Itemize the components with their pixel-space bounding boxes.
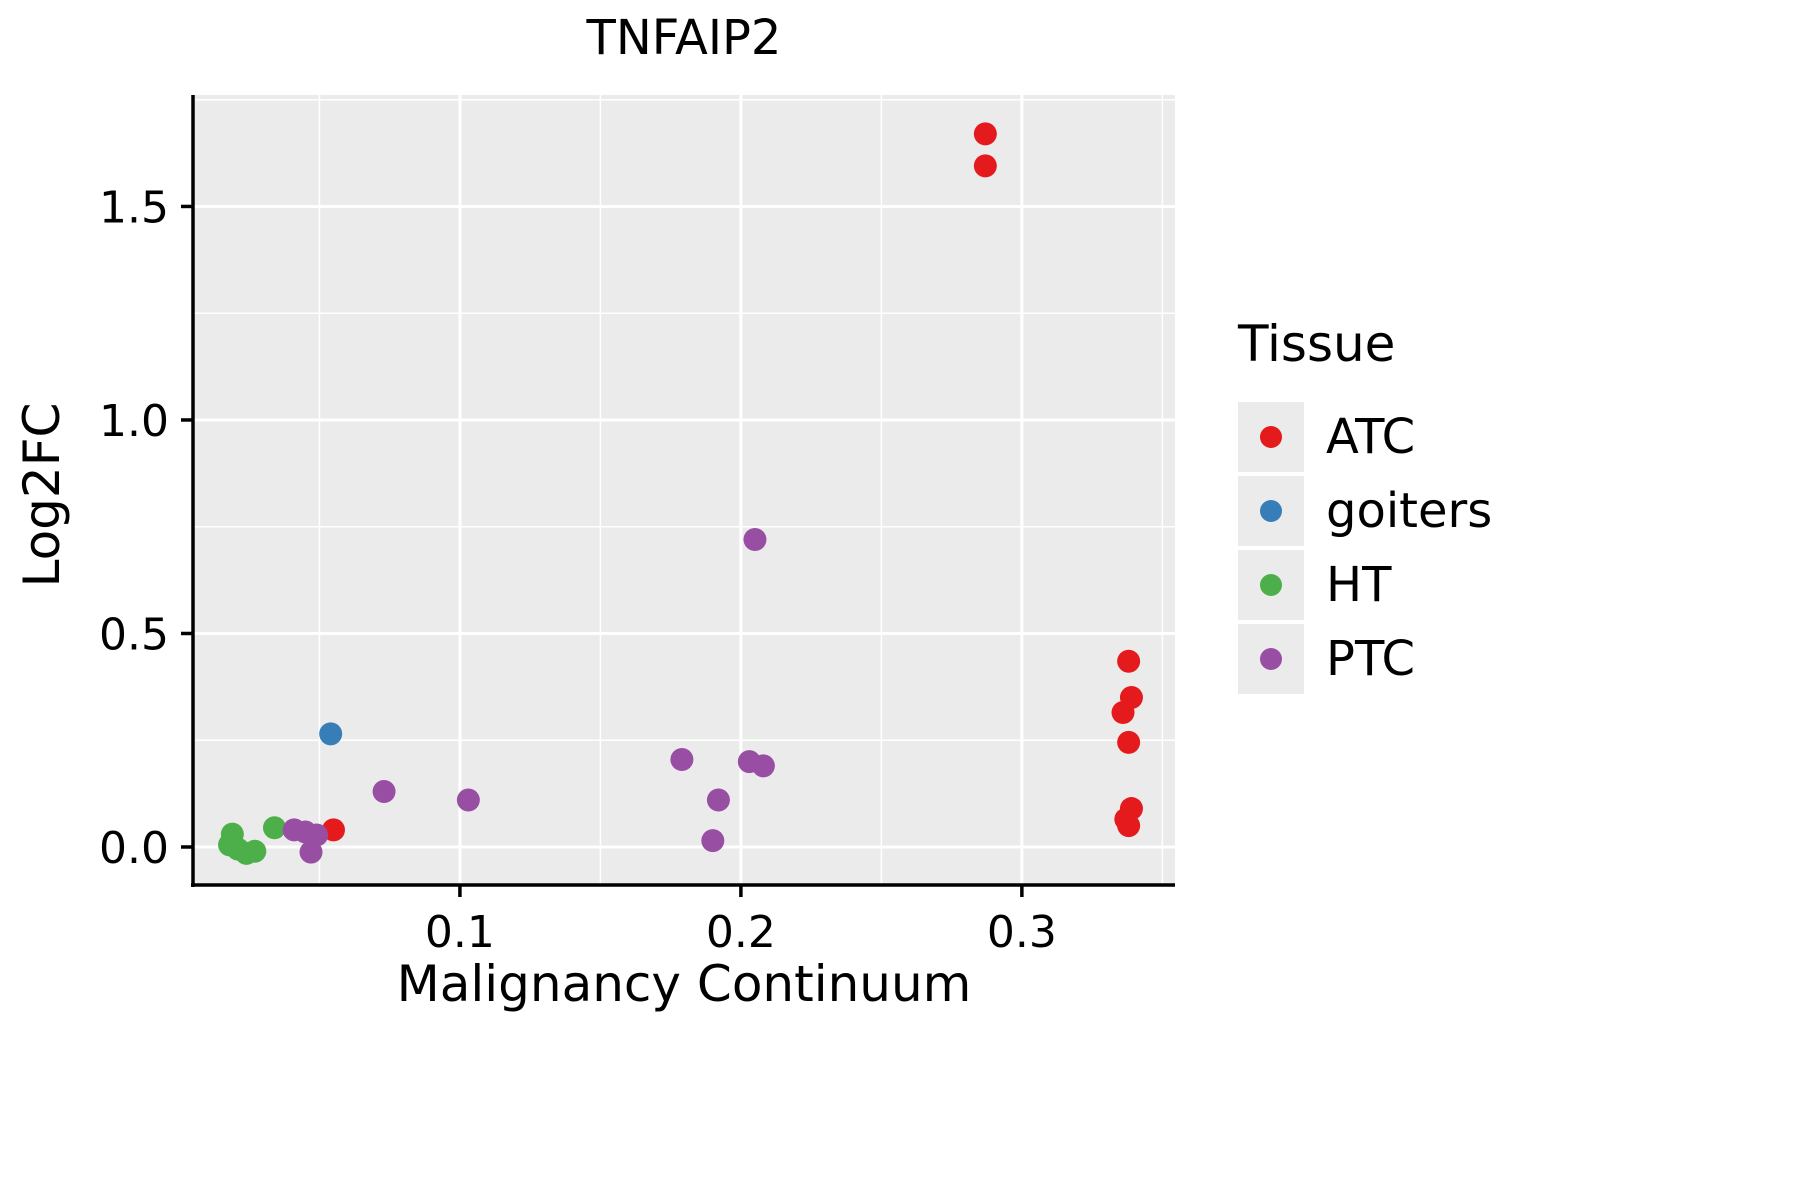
x-axis-label: Malignancy Continuum xyxy=(396,955,972,1013)
point-ht xyxy=(243,839,267,863)
legend-item-ht: HT xyxy=(1238,549,1658,621)
legend-items: ATC goiters HT PTC xyxy=(1238,401,1658,695)
legend-dot-icon xyxy=(1260,648,1282,670)
chart-title: TNFAIP2 xyxy=(586,10,782,66)
legend-dot-icon xyxy=(1260,426,1282,448)
y-tick-label: 0.0 xyxy=(99,823,169,874)
y-tick-label: 1.0 xyxy=(99,396,169,447)
legend-label: ATC xyxy=(1326,409,1416,465)
legend-key-atc xyxy=(1238,402,1304,472)
point-ptc xyxy=(372,779,396,803)
legend-title: Tissue xyxy=(1238,315,1396,373)
point-atc xyxy=(1117,649,1141,673)
point-goiters xyxy=(319,722,343,746)
point-ptc xyxy=(751,754,775,778)
x-tick-label: 0.3 xyxy=(987,907,1057,958)
y-tick-label: 0.5 xyxy=(99,609,169,660)
point-ptc xyxy=(706,788,730,812)
legend-item-goiters: goiters xyxy=(1238,475,1658,547)
point-ptc xyxy=(299,840,323,864)
legend-dot-icon xyxy=(1260,500,1282,522)
legend-item-ptc: PTC xyxy=(1238,623,1658,695)
point-atc xyxy=(1117,814,1141,838)
x-tick-label: 0.1 xyxy=(425,907,495,958)
legend: Tissue ATC goiters HT PTC xyxy=(1238,315,1658,697)
legend-key-goiters xyxy=(1238,476,1304,546)
point-ptc xyxy=(743,528,767,552)
legend-key-ptc xyxy=(1238,624,1304,694)
point-ptc xyxy=(701,829,725,853)
point-ht xyxy=(262,816,286,840)
y-tick-label: 1.5 xyxy=(99,182,169,233)
legend-item-atc: ATC xyxy=(1238,401,1658,473)
legend-label: goiters xyxy=(1326,483,1493,539)
point-atc xyxy=(1111,700,1135,724)
point-ptc xyxy=(670,747,694,771)
point-atc xyxy=(973,122,997,146)
legend-label: HT xyxy=(1326,557,1392,613)
x-tick-label: 0.2 xyxy=(706,907,776,958)
point-atc xyxy=(1117,730,1141,754)
point-ptc xyxy=(456,788,480,812)
legend-dot-icon xyxy=(1260,574,1282,596)
legend-key-ht xyxy=(1238,550,1304,620)
legend-label: PTC xyxy=(1326,631,1415,687)
point-atc xyxy=(973,154,997,178)
